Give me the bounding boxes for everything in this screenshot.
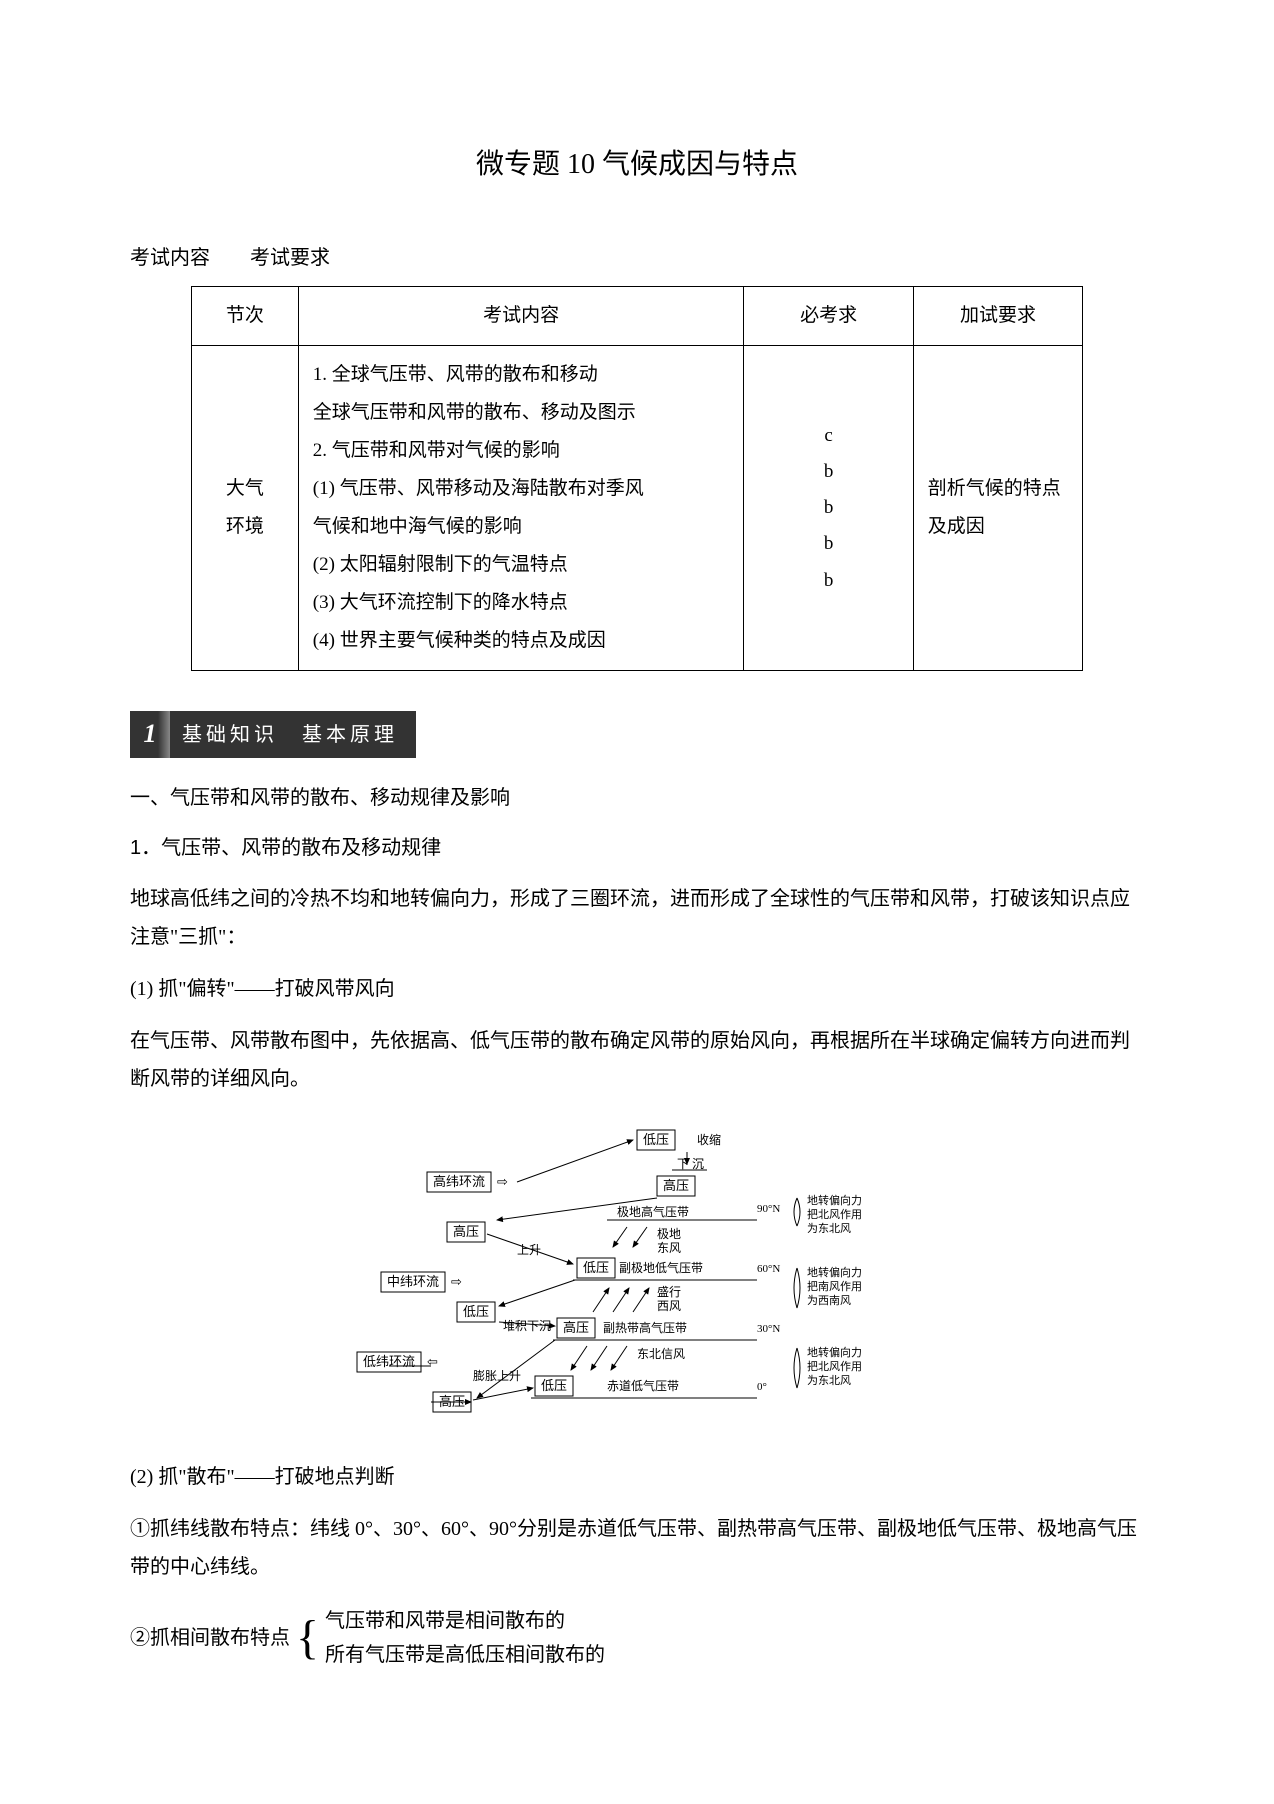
svg-text:⇨: ⇨ bbox=[497, 1174, 508, 1189]
svg-text:⇨: ⇨ bbox=[451, 1274, 462, 1289]
svg-text:低压: 低压 bbox=[583, 1260, 609, 1275]
banner-number: 1 bbox=[130, 711, 170, 758]
svg-text:30°N: 30°N bbox=[757, 1323, 780, 1335]
svg-text:膨胀上升: 膨胀上升 bbox=[473, 1369, 521, 1383]
req1-line: b bbox=[758, 490, 898, 526]
heading-level1: 一、气压带和风带的散布、移动规律及影响 bbox=[130, 780, 1144, 816]
content-line: 气候和地中海气候的影响 bbox=[313, 508, 730, 546]
content-line: (3) 大气环流控制下的降水特点 bbox=[313, 584, 730, 622]
th-req2: 加试要求 bbox=[913, 287, 1082, 346]
th-req1: 必考求 bbox=[744, 287, 913, 346]
svg-text:东风: 东风 bbox=[657, 1241, 681, 1255]
svg-text:地转偏向力: 地转偏向力 bbox=[807, 1345, 862, 1359]
paragraph: 在气压带、风带散布图中，先依据高、低气压带的散布确定风带的原始风向，再根据所在半… bbox=[130, 1022, 1144, 1098]
cell-content: 1. 全球气压带、风带的散布和移动 全球气压带和风带的散布、移动及图示 2. 气… bbox=[298, 346, 744, 671]
th-section: 节次 bbox=[191, 287, 298, 346]
svg-text:地转偏向力: 地转偏向力 bbox=[807, 1265, 862, 1279]
svg-text:低压: 低压 bbox=[643, 1132, 669, 1147]
svg-text:把南风作用: 把南风作用 bbox=[807, 1279, 862, 1293]
brace-line: 所有气压带是高低压相间散布的 bbox=[325, 1638, 605, 1672]
content-line: (2) 太阳辐射限制下的气温特点 bbox=[313, 546, 730, 584]
svg-text:低纬环流: 低纬环流 bbox=[363, 1354, 415, 1369]
circulation-diagram: 高纬环流 ⇨ 中纬环流 ⇨ 低纬环流 ⇦ 高压 低压 高压 低压 收缩 下 沉 … bbox=[130, 1112, 1144, 1444]
req1-line: b bbox=[758, 563, 898, 599]
svg-text:极地: 极地 bbox=[657, 1227, 681, 1241]
brace-line: 气压带和风带是相间散布的 bbox=[325, 1604, 605, 1638]
svg-text:盛行: 盛行 bbox=[657, 1284, 681, 1299]
cell-section: 大气 环境 bbox=[191, 346, 298, 671]
subheading: (2) 抓"散布"——打破地点判断 bbox=[130, 1458, 1144, 1496]
th-content: 考试内容 bbox=[298, 287, 744, 346]
svg-text:高压: 高压 bbox=[663, 1178, 689, 1193]
svg-text:60°N: 60°N bbox=[757, 1263, 780, 1275]
svg-text:为东北风: 为东北风 bbox=[807, 1222, 851, 1235]
svg-text:高压: 高压 bbox=[563, 1320, 589, 1335]
svg-text:堆积下沉: 堆积下沉 bbox=[503, 1319, 551, 1333]
svg-text:西风: 西风 bbox=[657, 1299, 681, 1313]
req2-text: 剖析气候的特点及成因 bbox=[928, 478, 1061, 537]
svg-text:把北风作用: 把北风作用 bbox=[807, 1359, 862, 1373]
subheading: (1) 抓"偏转"——打破风带风向 bbox=[130, 970, 1144, 1008]
left-brace-icon: { bbox=[296, 1614, 319, 1662]
req1-line: b bbox=[758, 454, 898, 490]
banner-text: 基础知识 基本原理 bbox=[170, 711, 416, 758]
content-line: (4) 世界主要气候种类的特点及成因 bbox=[313, 622, 730, 660]
svg-text:低压: 低压 bbox=[463, 1304, 489, 1319]
req1-line: c bbox=[758, 418, 898, 454]
content-line: 全球气压带和风带的散布、移动及图示 bbox=[313, 394, 730, 432]
svg-text:上升: 上升 bbox=[517, 1243, 541, 1257]
svg-text:为东北风: 为东北风 bbox=[807, 1374, 851, 1387]
svg-text:90°N: 90°N bbox=[757, 1203, 780, 1215]
table-row: 大气 环境 1. 全球气压带、风带的散布和移动 全球气压带和风带的散布、移动及图… bbox=[191, 346, 1082, 671]
svg-text:东北信风: 东北信风 bbox=[637, 1347, 685, 1361]
content-line: 2. 气压带和风带对气候的影响 bbox=[313, 432, 730, 470]
svg-text:副热带高气压带: 副热带高气压带 bbox=[603, 1320, 687, 1335]
req1-line: b bbox=[758, 526, 898, 562]
page-subtitle: 考试内容 考试要求 bbox=[130, 240, 1144, 276]
paragraph: ①抓纬线散布特点：纬线 0°、30°、60°、90°分别是赤道低气压带、副热带高… bbox=[130, 1510, 1144, 1586]
cell-req2: 剖析气候的特点及成因 bbox=[913, 346, 1082, 671]
table-header-row: 节次 考试内容 必考求 加试要求 bbox=[191, 287, 1082, 346]
svg-text:极地高气压带: 极地高气压带 bbox=[617, 1204, 689, 1219]
svg-text:副极地低气压带: 副极地低气压带 bbox=[619, 1260, 703, 1275]
paragraph: 地球高低纬之间的冷热不均和地转偏向力，形成了三圈环流，进而形成了全球性的气压带和… bbox=[130, 880, 1144, 956]
svg-text:下 沉: 下 沉 bbox=[677, 1157, 704, 1171]
heading-level2: 1．气压带、风带的散布及移动规律 bbox=[130, 830, 1144, 866]
cell-req1: c b b b b bbox=[744, 346, 913, 671]
svg-text:⇦: ⇦ bbox=[427, 1354, 438, 1369]
brace-block: ②抓相间散布特点 { 气压带和风带是相间散布的 所有气压带是高低压相间散布的 bbox=[130, 1604, 1144, 1672]
svg-text:高纬环流: 高纬环流 bbox=[433, 1174, 485, 1189]
brace-label: ②抓相间散布特点 bbox=[130, 1620, 290, 1656]
svg-text:0°: 0° bbox=[757, 1381, 767, 1393]
section-label: 大气 环境 bbox=[226, 478, 264, 537]
page-title: 微专题 10 气候成因与特点 bbox=[130, 140, 1144, 190]
content-line: 1. 全球气压带、风带的散布和移动 bbox=[313, 356, 730, 394]
content-line: (1) 气压带、风带移动及海陆散布对季风 bbox=[313, 470, 730, 508]
svg-text:为西南风: 为西南风 bbox=[807, 1294, 851, 1307]
svg-text:赤道低气压带: 赤道低气压带 bbox=[607, 1378, 679, 1393]
svg-text:把北风作用: 把北风作用 bbox=[807, 1207, 862, 1221]
svg-text:收缩: 收缩 bbox=[697, 1132, 721, 1147]
svg-text:低压: 低压 bbox=[541, 1378, 567, 1393]
section-banner: 1 基础知识 基本原理 bbox=[130, 711, 1144, 758]
svg-text:中纬环流: 中纬环流 bbox=[387, 1274, 439, 1289]
svg-text:高压: 高压 bbox=[453, 1224, 479, 1239]
spec-table: 节次 考试内容 必考求 加试要求 大气 环境 1. 全球气压带、风带的散布和移动… bbox=[191, 286, 1083, 671]
svg-text:地转偏向力: 地转偏向力 bbox=[807, 1193, 862, 1207]
